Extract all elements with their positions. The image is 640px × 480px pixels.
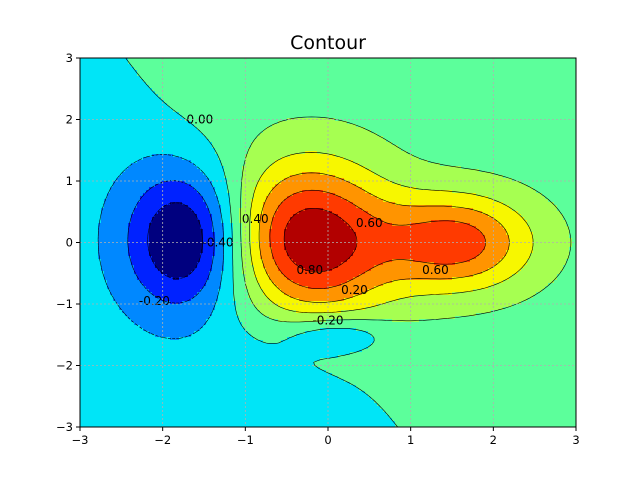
y-tick-label: 1 [66,174,73,188]
y-tick-label: −2 [56,359,73,373]
contour-label: 0.80 [296,263,323,277]
y-tick-label: 3 [66,51,73,65]
contour-line [127,180,215,304]
x-tick-label: 3 [572,433,579,447]
contour-line [249,152,534,314]
contour-label: 0.20 [341,283,368,297]
contour-label: 0.60 [422,263,449,277]
x-tick-label: 1 [407,433,414,447]
y-tick-label: 2 [66,113,73,127]
contour-label: 0.60 [356,216,383,230]
contour-line [269,189,486,289]
contour-line [240,116,572,323]
contour-label: -0.20 [139,294,170,308]
chart-title: Contour [290,32,366,54]
x-axis: −3 −2 −1 0 1 2 3 [72,427,580,447]
plot-area [80,58,576,427]
x-tick-label: −1 [237,433,254,447]
contour-label: -0.20 [312,314,343,328]
x-tick-label: 0 [324,433,331,447]
contour-line [125,58,398,427]
contour-label: -0.40 [203,236,234,250]
y-tick-label: 0 [66,236,73,250]
contour-fill [80,58,576,427]
contour-line [147,202,203,279]
x-tick-label: −2 [154,433,171,447]
contour-lines [97,58,572,427]
y-tick-label: −3 [56,420,73,434]
contour-label: 0.40 [242,212,269,226]
x-tick-label: −3 [72,433,89,447]
contour-label: 0.00 [187,113,214,127]
contour-labels: 0.00 0.40 -0.40 -0.20 0.80 0.60 0.60 0.20 -0.20 [139,113,449,328]
x-tick-label: 2 [490,433,497,447]
contour-line [258,172,510,303]
y-axis: −3 −2 −1 0 1 2 3 [56,51,80,434]
y-tick-label: −1 [56,297,73,311]
contour-line [97,154,224,339]
contour-line [283,208,358,273]
